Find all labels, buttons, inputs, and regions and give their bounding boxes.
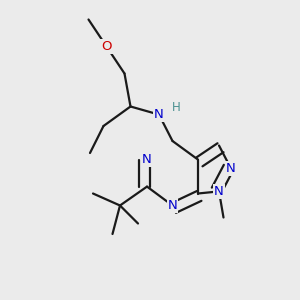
- Text: H: H: [172, 100, 181, 114]
- Text: O: O: [101, 40, 112, 53]
- Text: N: N: [154, 108, 164, 121]
- Text: N: N: [142, 153, 152, 166]
- Text: N: N: [214, 185, 224, 198]
- Text: N: N: [168, 199, 177, 212]
- Text: N: N: [226, 162, 236, 175]
